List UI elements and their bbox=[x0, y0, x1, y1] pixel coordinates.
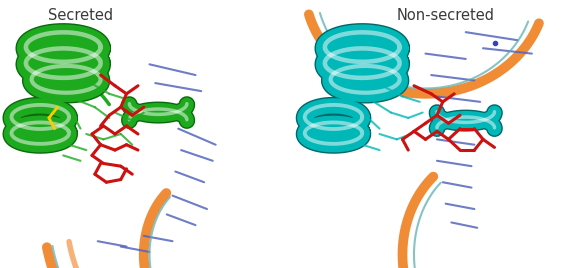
Text: Secreted: Secreted bbox=[48, 8, 113, 23]
Text: Non-secreted: Non-secreted bbox=[397, 8, 494, 23]
